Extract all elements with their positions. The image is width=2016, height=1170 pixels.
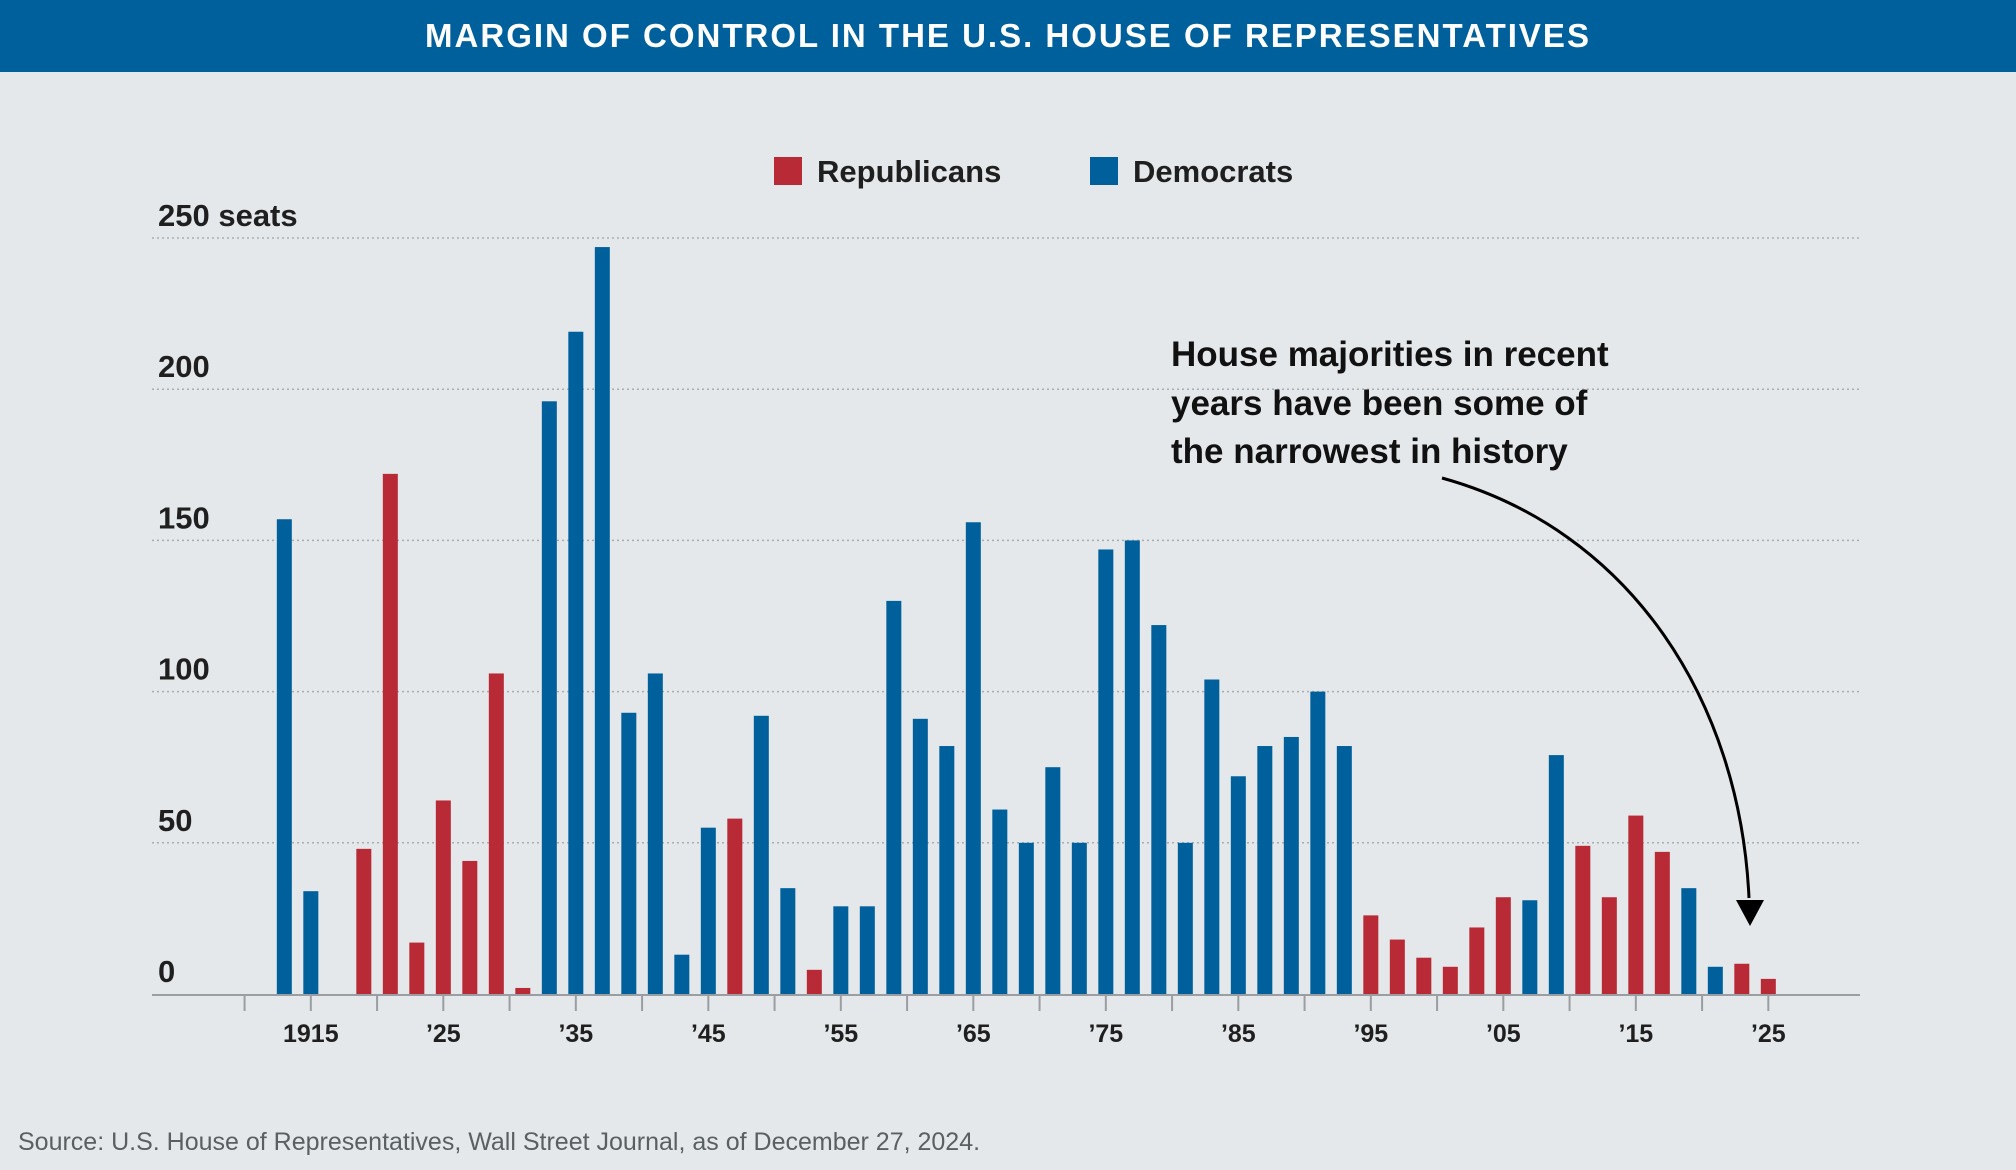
bar [409, 942, 425, 994]
bars [276, 247, 1776, 994]
bar [1071, 842, 1087, 994]
x-tick-label: ’55 [823, 1020, 858, 1048]
bar [1734, 963, 1750, 994]
x-tick-label: ’35 [558, 1020, 593, 1048]
bar [992, 809, 1008, 994]
bar [568, 331, 584, 994]
bar [939, 746, 955, 994]
x-tick-label: ’75 [1088, 1020, 1123, 1048]
x-tick-label: ’85 [1221, 1020, 1256, 1048]
gridlines [152, 237, 1862, 844]
annotation: House majorities in recent years have be… [1171, 335, 1609, 471]
bar [780, 888, 796, 994]
bar [1045, 767, 1061, 994]
x-tick-label: ’65 [956, 1020, 991, 1048]
bar [1230, 776, 1246, 994]
bar [1310, 691, 1326, 994]
annotation-arrowhead [1736, 900, 1764, 926]
bar [753, 715, 769, 994]
bar [1177, 842, 1193, 994]
bar [1416, 957, 1432, 994]
bar [886, 600, 902, 994]
bar [621, 712, 637, 994]
bar [647, 673, 663, 994]
bar [1575, 845, 1591, 994]
bar [594, 247, 610, 994]
legend-swatch-democrats [1090, 157, 1118, 185]
y-tick-label: 200 [158, 349, 210, 384]
annotation-line-3: the narrowest in history [1171, 432, 1568, 471]
legend-label-democrats: Democrats [1133, 154, 1293, 189]
annotation-arrow [1441, 476, 1751, 899]
bar [1283, 736, 1299, 994]
bar [700, 827, 716, 994]
bar [727, 818, 743, 994]
x-tick-label: ’45 [691, 1020, 726, 1048]
annotation-line-1: House majorities in recent [1171, 335, 1609, 374]
bar [1442, 966, 1458, 994]
bar [859, 906, 875, 994]
y-tick-label: 250 seats [158, 198, 298, 233]
bar [1707, 966, 1723, 994]
x-tick-label: ’95 [1353, 1020, 1388, 1048]
bar [965, 522, 981, 994]
bar [1336, 746, 1352, 994]
legend-swatch-republicans [774, 157, 802, 185]
x-axis: 1915 ’25 ’35 ’45 ’55 ’65 ’75 ’85 ’95 ’05 ’15 ’25 [243, 995, 1786, 1048]
legend: Republicans Democrats [774, 154, 1293, 189]
bar [435, 800, 451, 994]
bar [303, 891, 319, 994]
bar [1257, 746, 1273, 994]
x-tick-label: ’05 [1486, 1020, 1521, 1048]
bar [276, 519, 292, 994]
bar [1654, 851, 1670, 994]
y-tick-label: 100 [158, 652, 210, 687]
bar [1522, 900, 1538, 994]
x-tick-label: 1915 [283, 1020, 339, 1048]
bar [541, 401, 557, 994]
bar [1601, 897, 1617, 994]
bar [674, 954, 690, 994]
chart-title: MARGIN OF CONTROL IN THE U.S. HOUSE OF R… [425, 17, 1591, 54]
x-tick-label: ’25 [426, 1020, 461, 1048]
bar [1681, 888, 1697, 994]
bar [1098, 549, 1114, 994]
y-axis-labels: 0 50 100 150 200 250 seats [158, 198, 298, 989]
bar [833, 906, 849, 994]
bar [1495, 897, 1511, 994]
legend-label-republicans: Republicans [817, 154, 1001, 189]
bar [356, 848, 372, 994]
bar [515, 987, 531, 994]
bar [912, 718, 928, 994]
bar [1548, 755, 1564, 994]
bar [1760, 978, 1776, 994]
bar [382, 473, 398, 994]
y-tick-label: 0 [158, 954, 175, 989]
bar [806, 969, 822, 994]
bar [1151, 625, 1167, 994]
bar [1628, 815, 1644, 994]
bar [1363, 915, 1379, 994]
annotation-line-2: years have been some of [1171, 384, 1588, 423]
bar [462, 860, 478, 994]
bar [1018, 842, 1034, 994]
bar [488, 673, 504, 994]
x-tick-label: ’25 [1751, 1020, 1786, 1048]
source-note: Source: U.S. House of Representatives, W… [18, 1128, 981, 1156]
bar [1389, 939, 1405, 994]
bar [1204, 679, 1220, 994]
y-tick-label: 150 [158, 500, 210, 535]
chart-title-banner: MARGIN OF CONTROL IN THE U.S. HOUSE OF R… [0, 0, 2016, 72]
bar [1124, 540, 1140, 994]
bar [1469, 927, 1485, 994]
y-tick-label: 50 [158, 803, 192, 838]
x-tick-label: ’15 [1618, 1020, 1653, 1048]
